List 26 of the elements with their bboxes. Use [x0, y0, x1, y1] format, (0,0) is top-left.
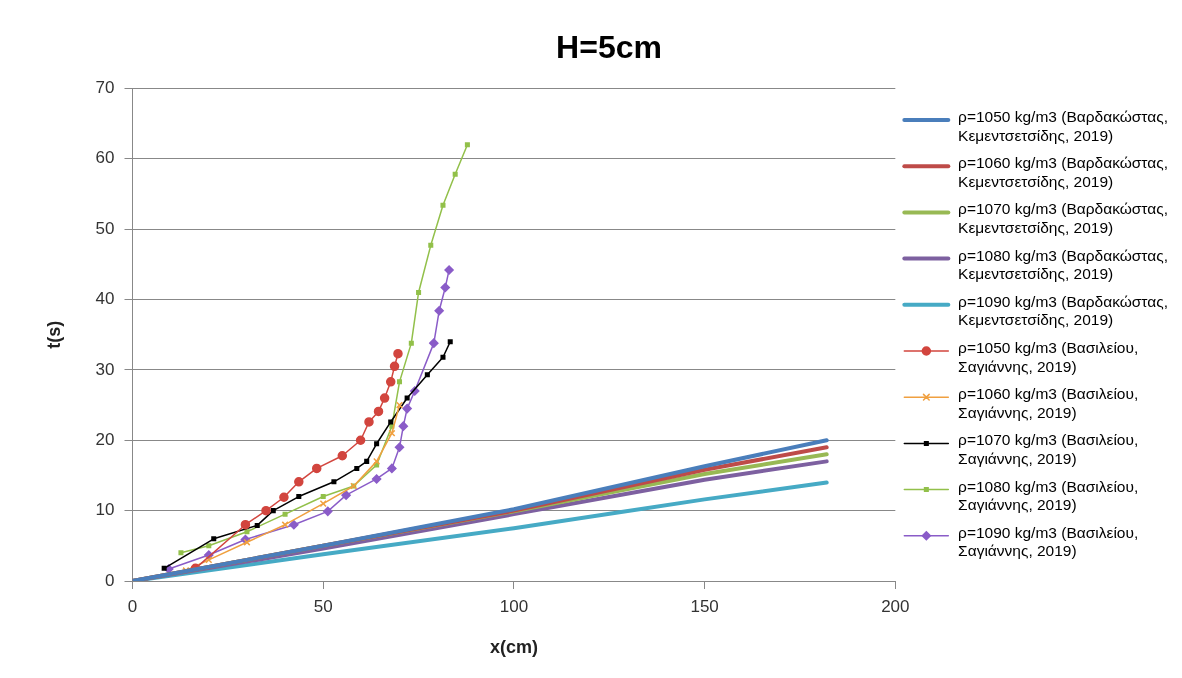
legend-label: ρ=1090 kg/m3 (Βαρδακώστας, Κεμεντσετσίδης, 2019)	[958, 292, 1169, 329]
legend-label: ρ=1090 kg/m3 (Βασιλείου, Σαγιάννης, 2019)	[958, 523, 1139, 560]
legend-label: ρ=1050 kg/m3 (Βασιλείου, Σαγιάννης, 2019)	[958, 339, 1139, 375]
y-axis-title: t(s)	[43, 320, 64, 349]
y-tick-label: 60	[95, 148, 115, 168]
x-axis-title: x(cm)	[489, 637, 538, 658]
legend-label: ρ=1080 kg/m3 (Βασιλείου, Σαγιάννης, 2019)	[958, 477, 1139, 514]
y-tick-label: 20	[95, 429, 115, 449]
x-tick-label: 200	[881, 596, 910, 616]
x-tick-label: 150	[690, 596, 719, 616]
y-tick-label: 70	[95, 78, 115, 98]
x-tick-label: 100	[499, 596, 529, 616]
legend-label: ρ=1060 kg/m3 (Βασιλείου, Σαγιάννης, 2019)	[958, 385, 1139, 421]
chart-title: H=5cm	[556, 29, 662, 66]
x-tick-label: 50	[313, 596, 333, 616]
legend-label: ρ=1070 kg/m3 (Βασιλείου, Σαγιάννης, 2019)	[958, 431, 1139, 468]
x-tick-label: 0	[127, 596, 138, 616]
y-tick-label: 40	[95, 289, 115, 309]
legend-label: ρ=1080 kg/m3 (Βαρδακώστας, Κεμεντσετσίδης, 2019)	[958, 246, 1169, 283]
legend-label: ρ=1070 kg/m3 (Βαρδακώστας, Κεμεντσετσίδης, 2019)	[958, 200, 1169, 237]
legend-label: ρ=1050 kg/m3 (Βαρδακώστας, Κεμεντσετσίδης, 2019)	[958, 108, 1169, 144]
legend-label: ρ=1060 kg/m3 (Βαρδακώστας, Κεμεντσετσίδης, 2019)	[958, 154, 1169, 190]
y-tick-label: 50	[95, 218, 115, 238]
y-tick-label: 0	[105, 570, 115, 590]
y-tick-label: 10	[95, 500, 115, 520]
y-tick-label: 30	[95, 359, 115, 379]
